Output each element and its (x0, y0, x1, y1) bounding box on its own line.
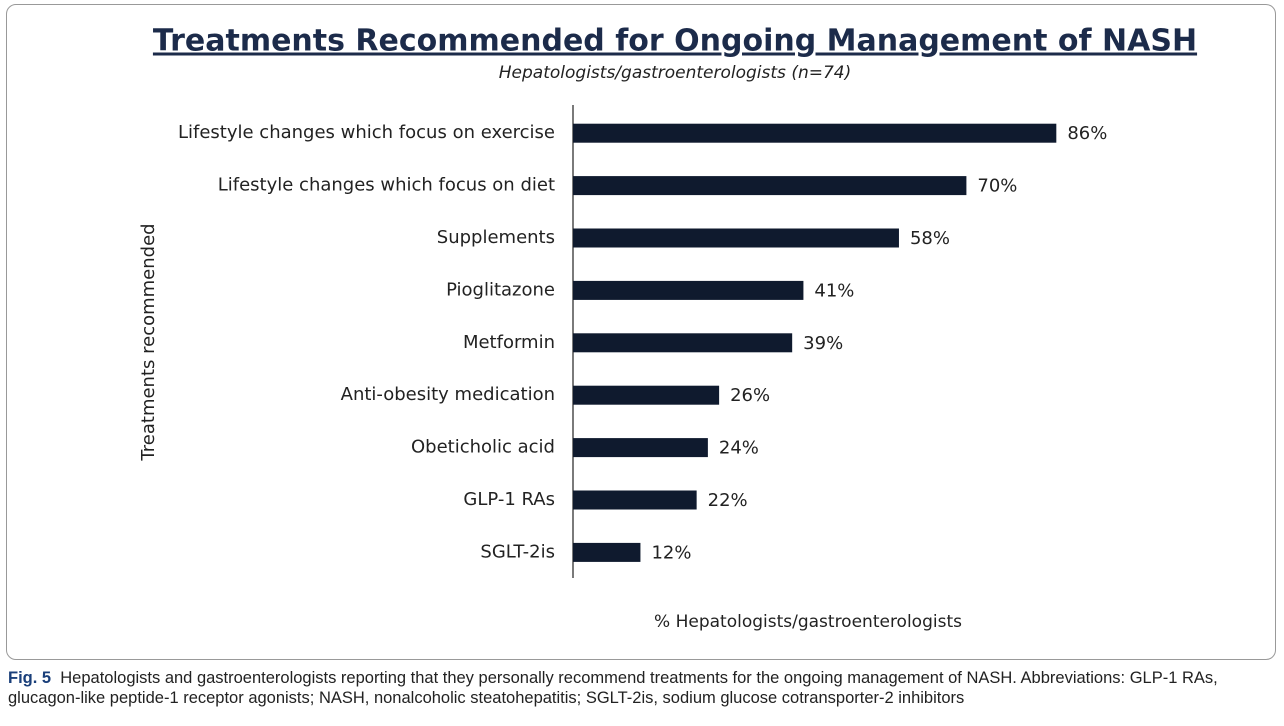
value-label: 86% (1067, 123, 1107, 144)
bar (573, 228, 899, 248)
value-label: 41% (814, 280, 854, 301)
category-label: Anti-obesity medication (341, 384, 555, 405)
chart-title: Treatments Recommended for Ongoing Manag… (153, 24, 1197, 59)
bar (573, 542, 641, 562)
category-label: Metformin (463, 332, 555, 353)
bar (573, 333, 793, 353)
bar (573, 490, 697, 510)
bar (573, 123, 1057, 143)
caption-text: Hepatologists and gastroenterologists re… (8, 669, 1218, 707)
x-axis-label: % Hepatologists/gastroenterologists (654, 612, 962, 632)
category-label: GLP-1 RAs (463, 489, 555, 510)
bar (573, 280, 804, 300)
chart-subtitle: Hepatologists/gastroenterologists (n=74) (499, 63, 851, 83)
value-label: 39% (803, 333, 843, 354)
bar (573, 438, 708, 458)
caption-label: Fig. 5 (8, 669, 52, 687)
value-label: 22% (708, 490, 748, 511)
category-label: Pioglitazone (446, 279, 555, 300)
bar (573, 176, 967, 196)
value-label: 26% (730, 385, 770, 406)
figure-frame (6, 4, 1276, 660)
chart: Treatments Recommended for Ongoing Manag… (138, 24, 1197, 633)
category-label: Supplements (437, 227, 555, 248)
category-label: Lifestyle changes which focus on diet (218, 175, 555, 196)
caption: Fig. 5 Hepatologists and gastroenterolog… (8, 668, 1276, 708)
bar (573, 385, 720, 405)
value-label: 24% (719, 438, 759, 459)
y-axis-label: Treatments recommended (138, 223, 159, 461)
value-label: 70% (977, 176, 1017, 197)
category-label: SGLT-2is (480, 541, 555, 562)
value-label: 58% (910, 228, 950, 249)
category-label: Obeticholic acid (411, 437, 555, 458)
value-label: 12% (651, 542, 691, 563)
category-label: Lifestyle changes which focus on exercis… (178, 122, 555, 143)
